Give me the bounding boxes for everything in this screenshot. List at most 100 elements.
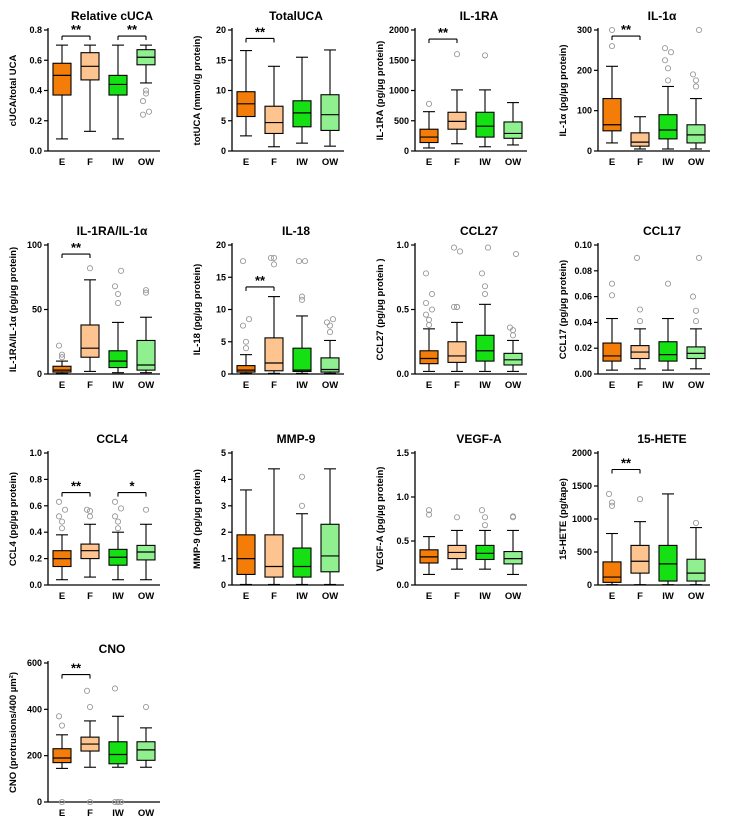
category-label: F	[87, 591, 93, 602]
significance-label: **	[621, 22, 632, 37]
outlier-point	[425, 316, 433, 323]
y-tick-label: 0.5	[396, 536, 409, 546]
chart-panel: TotalUCA 0 5 10 15 20 totUCA (mmol/g protein) E…	[192, 9, 344, 168]
category-label: OW	[688, 380, 704, 391]
y-tick-label: 1000	[389, 86, 409, 96]
y-axis-label: totUCA (mmol/g protein)	[192, 36, 203, 146]
outlier-point	[425, 511, 433, 518]
y-axis-label: CCL4 (pg/µg protein)	[8, 472, 19, 566]
outlier-point	[608, 292, 616, 299]
chart-title: 15-HETE	[637, 432, 686, 446]
y-tick-label: 1000	[572, 514, 592, 524]
outlier-point	[86, 513, 94, 520]
outlier-point	[242, 345, 250, 352]
outlier-point	[664, 280, 672, 287]
significance-label: **	[621, 456, 632, 471]
significance-label: **	[438, 25, 449, 40]
category-label: IW	[112, 591, 124, 602]
category-label: E	[59, 808, 65, 819]
outlier-point	[329, 316, 337, 323]
y-tick-label: 0.0	[396, 369, 409, 379]
outlier-point	[689, 293, 697, 300]
y-tick-label: 5	[221, 448, 226, 458]
outlier-point	[117, 505, 125, 512]
outlier-point	[55, 342, 63, 349]
chart-panel: IL-18 0 5 10 15 20 IL-18 (pg/µg protein) E F IW OW…	[192, 224, 344, 391]
box-E	[602, 561, 622, 583]
y-tick-label: 20	[216, 25, 226, 35]
chart-title: CCL27	[460, 224, 498, 238]
outlier-point	[661, 45, 669, 52]
box-IW	[658, 114, 678, 140]
y-tick-label: 0	[221, 369, 226, 379]
category-label: F	[637, 157, 643, 168]
box-E	[52, 62, 72, 96]
outlier-point	[481, 52, 489, 59]
y-tick-label: 0.10	[574, 240, 592, 250]
outlier-point	[425, 507, 433, 514]
y-axis-label: cUCA/total UCA	[8, 54, 19, 126]
y-tick-label: 0	[587, 146, 592, 156]
box-F	[264, 534, 284, 578]
outlier-point	[242, 338, 250, 345]
y-tick-label: 50	[32, 305, 42, 315]
significance-label: *	[129, 479, 135, 494]
chart-title: CNO	[99, 642, 126, 656]
box-OW	[503, 352, 523, 366]
y-tick-label: 0.4	[29, 86, 42, 96]
chart-title: CCL17	[643, 224, 681, 238]
outlier-point	[142, 703, 150, 711]
outlier-point	[295, 258, 303, 265]
y-tick-label: 0.8	[29, 25, 42, 35]
y-tick-label: 1.0	[29, 448, 42, 458]
category-label: IW	[296, 380, 308, 391]
box-F	[630, 132, 650, 147]
y-tick-label: 15	[216, 272, 226, 282]
category-label: E	[426, 380, 432, 391]
box-IW	[475, 334, 495, 362]
box-IW	[292, 547, 312, 578]
outlier-point	[695, 254, 703, 261]
outlier-point	[692, 83, 700, 90]
chart-title: VEGF-A	[456, 432, 502, 446]
category-label: E	[243, 157, 249, 168]
outlier-point	[114, 798, 122, 806]
outlier-point	[58, 518, 66, 525]
chart-panel: 15-HETE 0 500 1000 1500 2000 15-HETE (pg/tape)…	[558, 432, 710, 602]
y-tick-label: 1.5	[396, 448, 409, 458]
box-IW	[292, 347, 312, 372]
outlier-point	[111, 513, 119, 520]
y-tick-label: 300	[577, 25, 592, 35]
category-label: OW	[138, 157, 154, 168]
outlier-point	[145, 108, 153, 115]
y-tick-label: 0.8	[29, 474, 42, 484]
y-tick-label: 10	[216, 305, 226, 315]
outlier-point	[661, 57, 669, 64]
outlier-point	[58, 798, 66, 806]
category-label: OW	[322, 157, 338, 168]
outlier-point	[692, 77, 700, 84]
category-label: IW	[662, 591, 674, 602]
chart-title: IL-18	[282, 224, 310, 238]
y-tick-label: 4	[221, 474, 226, 484]
outlier-point	[114, 518, 122, 525]
outlier-point	[450, 303, 458, 310]
box-E	[52, 748, 72, 764]
category-label: E	[426, 591, 432, 602]
category-label: E	[426, 157, 432, 168]
box-E	[52, 365, 72, 373]
category-label: OW	[688, 157, 704, 168]
y-tick-label: 1.0	[396, 240, 409, 250]
y-tick-label: 0	[221, 146, 226, 156]
outlier-point	[481, 514, 489, 521]
outlier-point	[58, 722, 66, 729]
y-tick-label: 100	[27, 240, 42, 250]
outlier-point	[55, 713, 63, 720]
category-label: OW	[688, 591, 704, 602]
y-tick-label: 0	[37, 369, 42, 379]
outlier-point	[111, 283, 119, 290]
box-IW	[108, 74, 128, 96]
category-label: OW	[505, 157, 521, 168]
box-OW	[320, 357, 340, 373]
y-axis-label: CCL17 (pg/µg protein)	[558, 260, 569, 359]
